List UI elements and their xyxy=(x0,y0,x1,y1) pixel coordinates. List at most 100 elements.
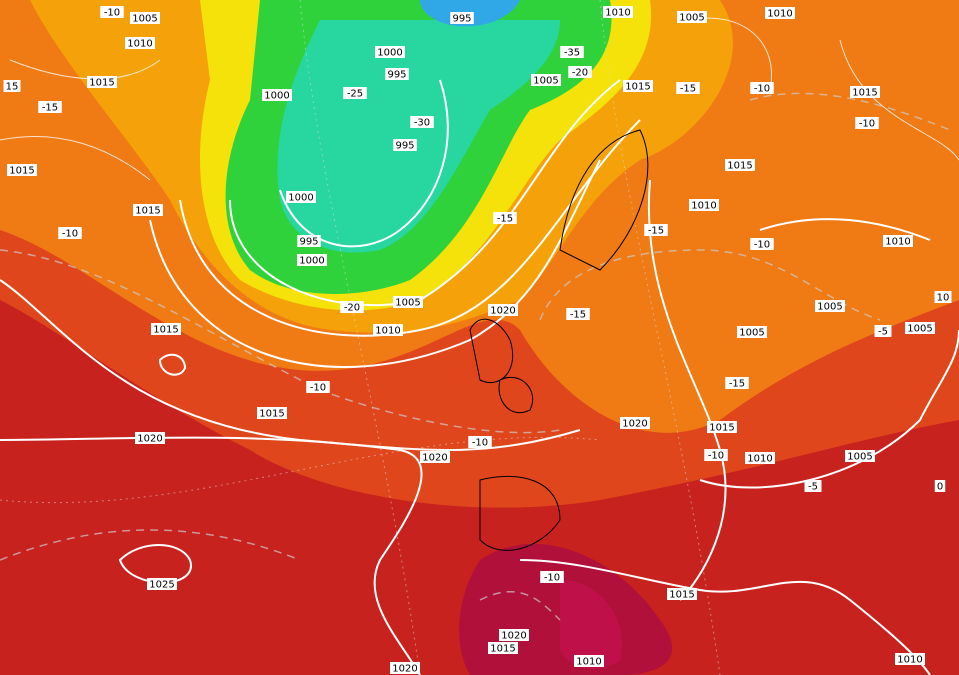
contour-label: -25 xyxy=(347,89,363,100)
label-box xyxy=(676,82,700,94)
label-box xyxy=(623,80,653,92)
contour-label: 1015 xyxy=(259,409,284,420)
label-box xyxy=(390,662,420,674)
label-box xyxy=(934,291,952,303)
contour-label: 1000 xyxy=(288,193,313,204)
contour-label: -35 xyxy=(564,48,580,59)
contour-label: 1020 xyxy=(490,306,515,317)
label-layer: -10 1005 1010 995 1010 1005 1010 1015 15 -15 1000 1… xyxy=(3,6,952,675)
label-box xyxy=(499,629,529,641)
contour-label: 1010 xyxy=(691,201,716,212)
label-box xyxy=(87,76,117,88)
coastline xyxy=(469,129,649,551)
contour-label: 1015 xyxy=(727,161,752,172)
contour-label: 1010 xyxy=(605,8,630,19)
label-box xyxy=(297,235,321,247)
field-hot-core xyxy=(560,580,622,669)
label-box xyxy=(125,37,155,49)
contour-label: 1010 xyxy=(375,326,400,337)
contour-label: 15 xyxy=(6,82,19,93)
contour-label: 0 xyxy=(937,482,943,493)
label-box xyxy=(3,80,21,92)
label-box xyxy=(804,480,822,492)
contour-label: 1020 xyxy=(622,419,647,430)
label-box xyxy=(855,117,879,129)
label-box xyxy=(677,11,707,23)
contour-label: -15 xyxy=(42,103,58,114)
contour-label: 1015 xyxy=(709,423,734,434)
contour-label: -10 xyxy=(708,451,724,462)
contour-label: -20 xyxy=(572,68,588,79)
label-box xyxy=(151,323,181,335)
label-box xyxy=(566,308,590,320)
label-box xyxy=(7,164,37,176)
contour-label: 1015 xyxy=(9,166,34,177)
label-box xyxy=(750,82,774,94)
label-box xyxy=(531,74,561,86)
contour-label: 1005 xyxy=(533,76,558,87)
label-box xyxy=(393,296,423,308)
label-box xyxy=(385,68,409,80)
label-box xyxy=(286,191,316,203)
contour-label: 1015 xyxy=(490,644,515,655)
label-box xyxy=(707,421,737,433)
label-box xyxy=(574,655,604,667)
label-box xyxy=(135,432,165,444)
label-box xyxy=(750,238,774,250)
contour-label: 1010 xyxy=(897,655,922,666)
contour-label: -5 xyxy=(808,482,818,493)
label-box xyxy=(883,235,913,247)
contour-label: -15 xyxy=(570,310,586,321)
label-box xyxy=(147,578,177,590)
label-box xyxy=(934,480,946,492)
label-box xyxy=(410,116,434,128)
label-box xyxy=(340,301,364,313)
label-box xyxy=(667,588,697,600)
contour-label: 1010 xyxy=(767,9,792,20)
label-box xyxy=(257,407,287,419)
label-box xyxy=(725,377,749,389)
label-box xyxy=(560,46,584,58)
label-box xyxy=(737,326,767,338)
contour-label: 1000 xyxy=(299,256,324,267)
isobar xyxy=(647,179,727,601)
label-box xyxy=(468,436,492,448)
contour-label: 1020 xyxy=(392,664,417,675)
contour-label: -10 xyxy=(104,8,120,19)
isobar xyxy=(179,119,641,337)
label-box xyxy=(262,89,292,101)
contour-label: 1005 xyxy=(817,302,842,313)
label-box xyxy=(130,12,160,24)
label-box xyxy=(493,212,517,224)
label-box xyxy=(297,254,327,266)
contour-label: 1015 xyxy=(89,78,114,89)
contour-label: 995 xyxy=(299,237,318,248)
contour-label: 1020 xyxy=(137,434,162,445)
contour-label: 10 xyxy=(937,293,950,304)
contour-label: 1005 xyxy=(907,324,932,335)
contour-label: 995 xyxy=(452,14,471,25)
contour-label: 995 xyxy=(387,70,406,81)
contour-label: 1005 xyxy=(847,452,872,463)
contour-label: 1015 xyxy=(625,82,650,93)
label-box xyxy=(745,452,775,464)
contour-label: -15 xyxy=(497,214,513,225)
label-box xyxy=(58,227,82,239)
label-box xyxy=(905,322,935,334)
contour-label: 1000 xyxy=(264,91,289,102)
label-box xyxy=(343,87,367,99)
label-box xyxy=(874,325,892,337)
contour-label: 1005 xyxy=(132,14,157,25)
isobar xyxy=(279,79,449,248)
contour-label: -10 xyxy=(544,573,560,584)
label-box xyxy=(540,571,564,583)
contour-label: -10 xyxy=(310,383,326,394)
label-box xyxy=(420,451,450,463)
contour-label: -10 xyxy=(859,119,875,130)
label-box xyxy=(815,300,845,312)
contour-label: -10 xyxy=(62,229,78,240)
label-box xyxy=(375,46,405,58)
isobar xyxy=(759,218,931,241)
isobar xyxy=(0,279,581,451)
